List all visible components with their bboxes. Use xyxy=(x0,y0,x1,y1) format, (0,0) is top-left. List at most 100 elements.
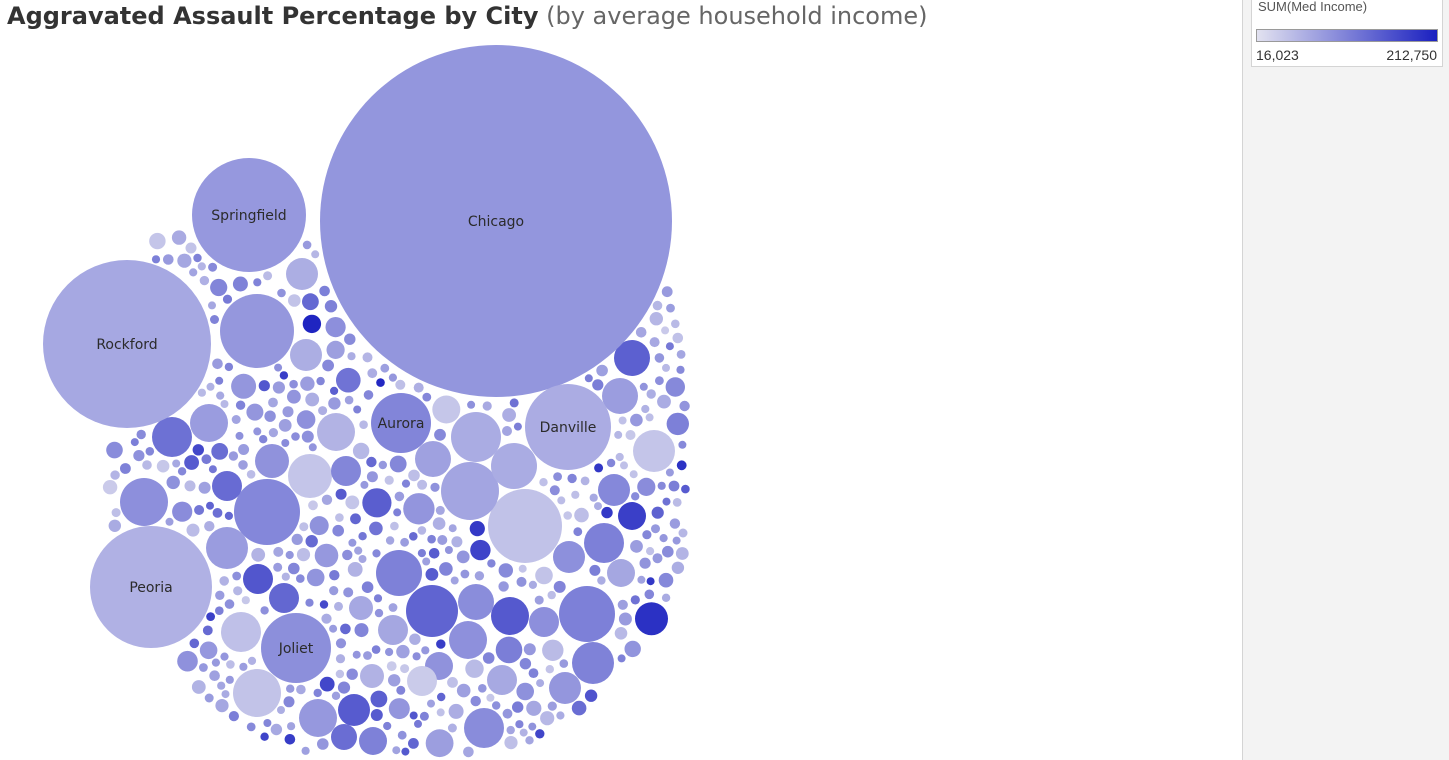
city-bubble[interactable] xyxy=(526,700,542,716)
city-bubble[interactable] xyxy=(535,566,553,585)
city-bubble[interactable] xyxy=(291,533,303,546)
city-bubble[interactable] xyxy=(427,699,435,708)
city-bubble[interactable] xyxy=(156,459,170,473)
city-bubble[interactable] xyxy=(450,576,459,585)
city-bubble[interactable] xyxy=(171,230,187,245)
city-bubble[interactable] xyxy=(354,623,369,638)
city-bubble[interactable] xyxy=(572,642,614,684)
city-bubble[interactable] xyxy=(228,711,239,722)
city-bubble[interactable] xyxy=(498,581,509,592)
city-bubble[interactable] xyxy=(246,470,256,479)
city-bubble[interactable] xyxy=(388,698,410,720)
city-bubble[interactable] xyxy=(456,683,471,698)
city-bubble[interactable] xyxy=(482,401,492,411)
city-bubble[interactable] xyxy=(287,389,301,404)
city-bubble[interactable] xyxy=(441,462,499,520)
city-bubble[interactable] xyxy=(219,576,229,586)
city-bubble[interactable] xyxy=(344,395,354,405)
city-bubble[interactable] xyxy=(478,684,487,693)
city-bubble[interactable] xyxy=(388,603,398,612)
city-bubble[interactable] xyxy=(652,553,663,564)
city-bubble[interactable] xyxy=(212,471,242,501)
city-bubble[interactable] xyxy=(239,662,248,671)
city-bubble[interactable] xyxy=(439,562,453,576)
city-bubble[interactable] xyxy=(149,232,166,250)
city-bubble[interactable] xyxy=(414,719,422,728)
city-bubble[interactable] xyxy=(288,562,300,575)
city-bubble[interactable] xyxy=(369,521,383,536)
city-bubble[interactable] xyxy=(559,659,569,668)
city-bubble[interactable] xyxy=(247,656,257,666)
city-bubble[interactable] xyxy=(618,612,632,626)
city-bubble[interactable] xyxy=(630,540,643,553)
city-bubble[interactable] xyxy=(273,562,283,572)
city-bubble[interactable] xyxy=(321,494,333,505)
city-bubble[interactable] xyxy=(317,738,329,750)
city-bubble[interactable] xyxy=(215,590,225,600)
city-bubble[interactable] xyxy=(325,317,346,338)
city-bubble[interactable] xyxy=(243,564,273,594)
city-bubble[interactable] xyxy=(211,443,229,460)
city-bubble[interactable] xyxy=(563,511,572,520)
city-bubble[interactable] xyxy=(592,379,604,391)
city-bubble[interactable] xyxy=(234,479,300,545)
city-bubble[interactable] xyxy=(447,723,457,733)
city-bubble[interactable] xyxy=(361,581,374,593)
city-bubble[interactable] xyxy=(246,403,264,421)
city-bubble[interactable] xyxy=(133,450,145,462)
city-bubble[interactable] xyxy=(172,459,181,468)
city-bubble[interactable] xyxy=(277,288,286,298)
city-bubble[interactable] xyxy=(553,580,566,593)
city-bubble[interactable] xyxy=(335,488,347,500)
city-bubble[interactable] xyxy=(425,729,454,758)
city-bubble[interactable] xyxy=(504,736,518,750)
city-bubble[interactable] xyxy=(222,294,233,304)
city-bubble[interactable] xyxy=(584,374,593,383)
city-bubble[interactable] xyxy=(518,564,527,573)
city-bubble[interactable] xyxy=(185,242,197,254)
city-bubble[interactable] xyxy=(451,536,463,548)
city-bubble[interactable] xyxy=(515,720,524,729)
city-bubble[interactable] xyxy=(344,333,356,345)
city-bubble-rockford[interactable] xyxy=(43,260,211,428)
city-bubble[interactable] xyxy=(589,564,601,576)
city-bubble[interactable] xyxy=(393,508,402,517)
city-bubble[interactable] xyxy=(318,406,328,416)
city-bubble[interactable] xyxy=(448,524,457,533)
city-bubble[interactable] xyxy=(232,571,242,581)
city-bubble[interactable] xyxy=(110,470,120,480)
city-bubble[interactable] xyxy=(281,572,290,581)
city-bubble[interactable] xyxy=(360,480,369,489)
city-bubble[interactable] xyxy=(615,452,624,462)
city-bubble[interactable] xyxy=(208,301,216,310)
city-bubble[interactable] xyxy=(324,300,338,313)
city-bubble[interactable] xyxy=(231,373,257,399)
city-bubble[interactable] xyxy=(601,506,613,519)
city-bubble[interactable] xyxy=(668,480,680,492)
city-bubble[interactable] xyxy=(120,478,168,526)
city-bubble[interactable] xyxy=(553,541,585,573)
city-bubble[interactable] xyxy=(657,394,671,409)
city-bubble[interactable] xyxy=(326,340,345,359)
city-bubble[interactable] xyxy=(189,268,198,277)
city-bubble[interactable] xyxy=(417,526,427,535)
city-bubble[interactable] xyxy=(231,415,241,424)
city-bubble[interactable] xyxy=(251,547,266,562)
city-bubble[interactable] xyxy=(469,521,485,537)
city-bubble[interactable] xyxy=(390,521,399,531)
city-bubble[interactable] xyxy=(395,379,406,390)
city-bubble[interactable] xyxy=(283,696,295,708)
city-bubble[interactable] xyxy=(378,460,387,470)
city-bubble[interactable] xyxy=(448,703,464,719)
city-bubble[interactable] xyxy=(463,746,474,758)
city-bubble[interactable] xyxy=(329,624,338,633)
city-bubble[interactable] xyxy=(253,278,262,287)
city-bubble[interactable] xyxy=(286,258,318,290)
city-bubble[interactable] xyxy=(305,392,320,407)
city-bubble[interactable] xyxy=(539,478,548,487)
city-bubble[interactable] xyxy=(506,725,515,735)
city-bubble[interactable] xyxy=(163,254,174,265)
city-bubble[interactable] xyxy=(288,454,332,498)
city-bubble[interactable] xyxy=(639,557,651,569)
city-bubble[interactable] xyxy=(186,523,200,537)
